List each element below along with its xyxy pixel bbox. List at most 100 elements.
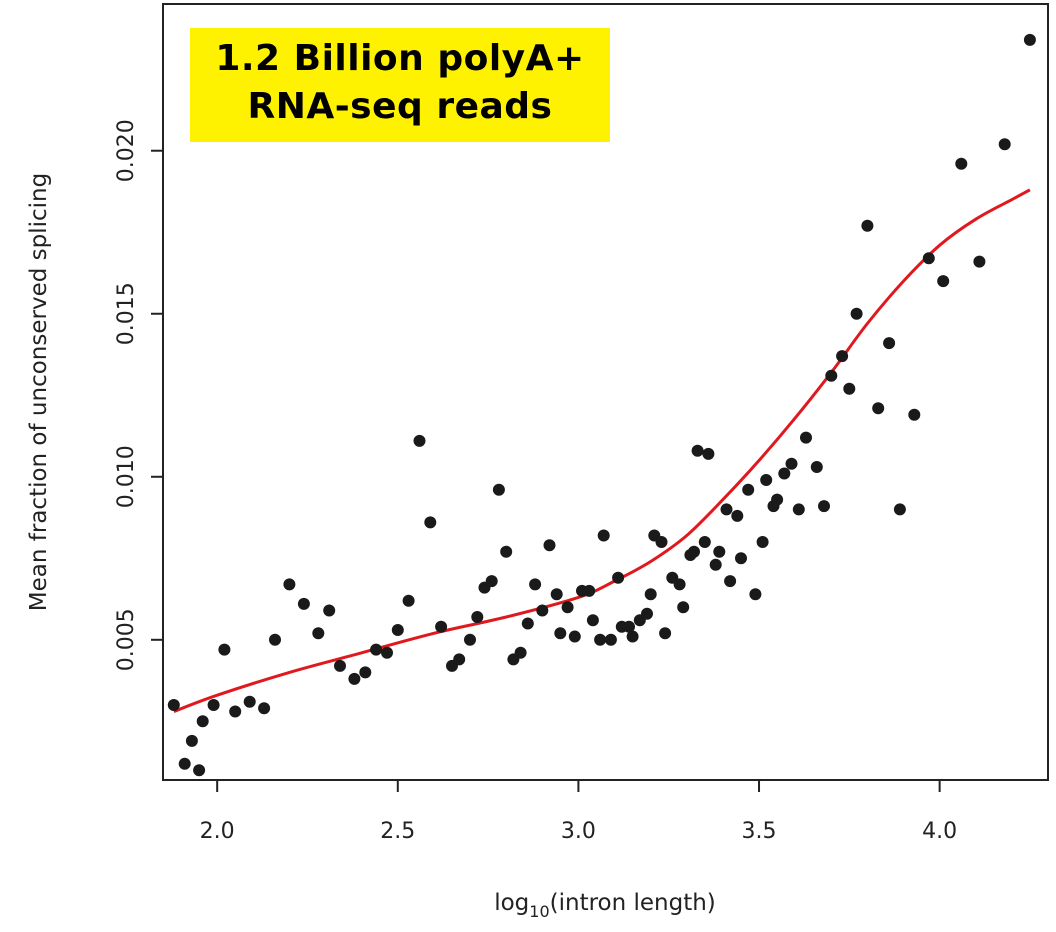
data-point — [623, 620, 635, 633]
data-point — [218, 643, 231, 656]
data-point — [778, 467, 791, 480]
data-point — [641, 607, 653, 620]
annotation-line-2: RNA-seq reads — [247, 86, 553, 127]
data-point — [818, 500, 830, 513]
data-point — [893, 503, 906, 516]
trend-line — [173, 188, 1031, 713]
data-point — [955, 157, 968, 170]
data-point — [258, 702, 271, 715]
data-point — [521, 617, 534, 630]
data-point — [709, 558, 722, 571]
data-point — [435, 620, 448, 633]
points-layer — [167, 33, 1036, 777]
x-axis-title: log10(intron length) — [494, 890, 716, 921]
data-point — [731, 509, 744, 522]
data-point — [193, 764, 206, 777]
x-tick-label: 3.5 — [742, 819, 777, 844]
data-point — [485, 575, 498, 588]
data-point — [836, 350, 849, 363]
data-point — [720, 503, 733, 516]
x-tick-label: 3.0 — [561, 819, 596, 844]
plot-frame — [162, 3, 1049, 781]
data-point — [381, 646, 393, 659]
y-tick-label: 0.010 — [114, 445, 139, 508]
data-point — [464, 633, 476, 646]
x-axis-title-subscript: 10 — [529, 902, 549, 921]
x-axis: 2.0 2.5 3.0 3.5 4.0 — [200, 780, 957, 844]
data-point — [323, 604, 336, 617]
data-point — [359, 666, 372, 679]
data-point — [810, 461, 823, 473]
x-tick-label: 2.5 — [380, 819, 415, 844]
data-point — [604, 633, 617, 646]
data-point — [297, 597, 310, 610]
y-tick-label: 0.005 — [114, 608, 139, 671]
data-point — [691, 444, 704, 457]
x-tick-label: 4.0 — [922, 819, 957, 844]
data-point — [492, 483, 505, 496]
annotation-box: 1.2 Billion polyA+ RNA-seq reads — [190, 28, 610, 142]
y-tick-label: 0.020 — [114, 119, 139, 182]
data-point — [500, 545, 513, 558]
data-point — [655, 536, 668, 548]
data-point — [536, 604, 549, 617]
data-point — [756, 536, 769, 548]
data-point — [883, 337, 896, 350]
data-point — [178, 757, 191, 770]
x-axis-title-main: log — [494, 890, 529, 916]
y-axis: 0.005 0.010 0.015 0.020 — [114, 119, 163, 671]
data-point — [229, 705, 242, 718]
x-tick-label: 2.0 — [200, 819, 235, 844]
data-point — [1023, 33, 1036, 46]
data-point — [424, 516, 437, 529]
data-point — [698, 536, 711, 548]
data-point — [861, 219, 874, 232]
data-point — [207, 699, 220, 711]
data-point — [568, 630, 581, 643]
data-point — [583, 584, 596, 597]
data-point — [843, 382, 856, 395]
data-point — [937, 275, 950, 288]
data-point — [312, 627, 325, 640]
data-point — [334, 659, 346, 672]
data-point — [597, 529, 610, 542]
data-point — [908, 408, 921, 421]
data-point — [391, 624, 404, 636]
data-point — [561, 601, 574, 614]
data-point — [850, 307, 863, 320]
y-axis-title: Mean fraction of unconserved splicing — [26, 173, 52, 611]
x-axis-title-tail: (intron length) — [550, 890, 716, 916]
data-point — [800, 431, 812, 444]
data-point — [702, 447, 715, 460]
data-point — [724, 575, 737, 588]
data-point — [543, 539, 556, 552]
data-point — [612, 571, 625, 584]
data-point — [735, 552, 747, 565]
data-point — [677, 601, 690, 614]
data-point — [514, 646, 527, 659]
data-point — [594, 633, 607, 646]
data-point — [644, 588, 657, 601]
data-point — [243, 695, 256, 708]
data-point — [471, 611, 484, 623]
data-point — [998, 138, 1011, 151]
data-point — [749, 588, 762, 601]
data-point — [554, 627, 567, 640]
data-point — [453, 653, 466, 666]
data-point — [825, 369, 838, 382]
data-point — [973, 255, 986, 268]
data-point — [167, 699, 180, 711]
data-point — [785, 457, 798, 470]
data-point — [586, 614, 599, 627]
data-point — [713, 545, 726, 558]
data-point — [673, 578, 686, 591]
trend-layer — [173, 188, 1031, 713]
data-point — [922, 252, 935, 265]
data-point — [283, 578, 296, 591]
annotation-line-1: 1.2 Billion polyA+ — [215, 38, 585, 79]
data-point — [196, 715, 209, 728]
y-tick-label: 0.015 — [114, 282, 139, 345]
data-point — [370, 643, 383, 656]
data-point — [402, 594, 415, 607]
data-point — [792, 503, 805, 516]
